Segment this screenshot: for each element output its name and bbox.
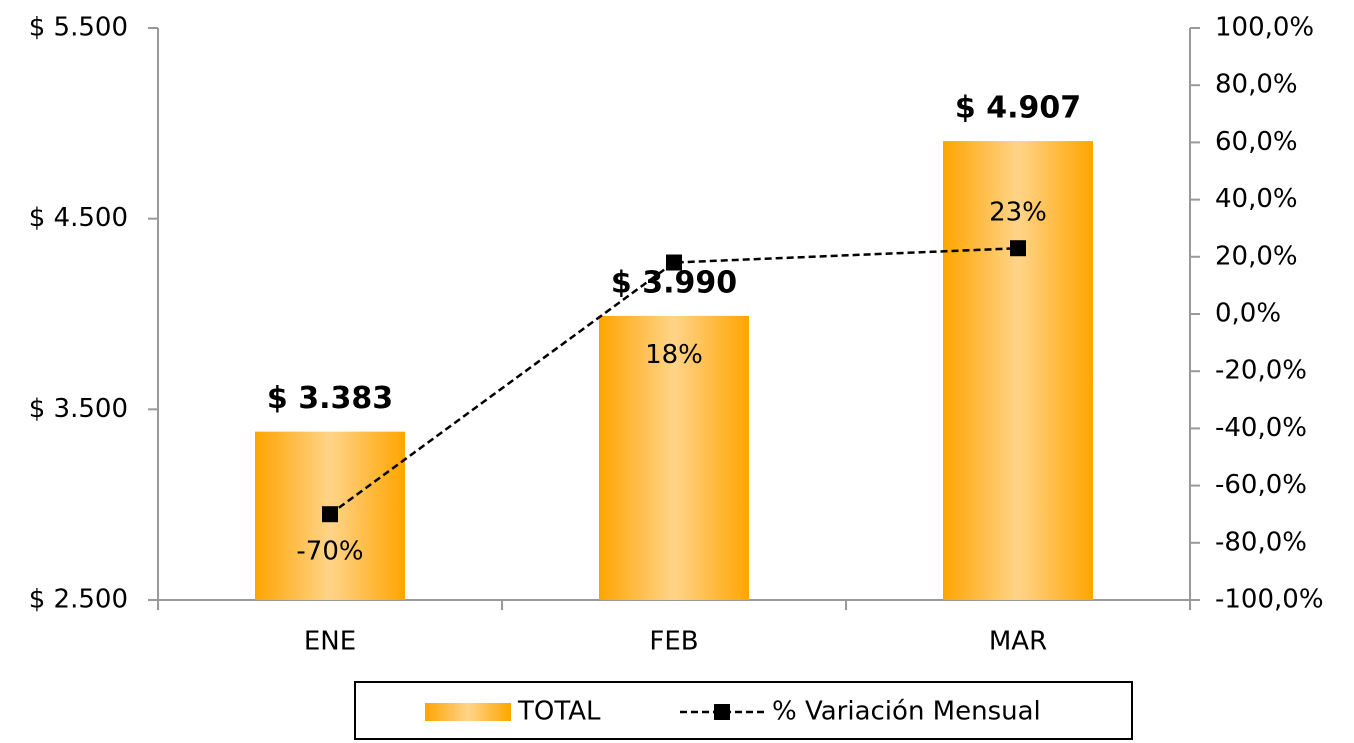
line-marker [1010,240,1026,257]
y-tick-label: $ 3.500 [29,394,128,424]
y2-tick-label: 100,0% [1215,13,1314,43]
bar-label: $ 3.383 [267,381,393,416]
bar-label: $ 4.907 [955,91,1081,126]
y2-tick-label: 60,0% [1215,127,1298,157]
y2-tick-label: 80,0% [1215,70,1298,100]
legend-swatch [425,703,511,721]
y2-tick-label: 40,0% [1215,184,1298,214]
bar-label: $ 3.990 [611,265,737,300]
legend-marker [714,704,730,720]
y-tick-label: $ 2.500 [29,585,128,615]
line-label: 23% [989,198,1047,228]
line-label: -70% [296,537,363,567]
x-tick-label: MAR [989,627,1047,657]
y2-tick-label: -80,0% [1215,527,1307,557]
x-tick-label: ENE [304,627,356,657]
bar [943,141,1093,600]
y2-tick-label: -20,0% [1215,356,1307,386]
legend-label: TOTAL [517,697,601,727]
y2-tick-label: 0,0% [1215,299,1281,329]
line [329,246,1019,516]
line-marker [666,254,682,271]
y2-tick-label: 20,0% [1215,241,1298,271]
legend-label: % Variación Mensual [772,697,1041,727]
x-tick-label: FEB [649,627,698,657]
line-marker [322,506,338,523]
y2-tick-label: -40,0% [1215,413,1307,443]
y-tick-label: $ 4.500 [29,203,128,233]
line-label: 18% [645,340,703,370]
y2-tick-label: -100,0% [1215,585,1324,615]
y2-tick-label: -60,0% [1215,470,1307,500]
bar [599,315,749,600]
y-tick-label: $ 5.500 [29,13,128,43]
